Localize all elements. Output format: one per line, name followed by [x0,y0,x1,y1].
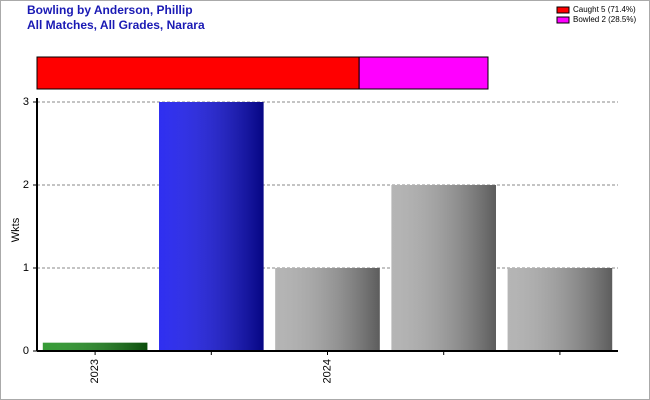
y-tick-label: 1 [23,262,29,274]
y-tick-label: 0 [23,345,29,357]
bar-shade [507,268,613,351]
legend-label: Caught 5 (71.4%) [573,5,636,14]
legend-swatch [556,16,570,24]
x-tick-label: 2024 [321,359,333,383]
bar-shade [391,185,496,351]
y-tick-label: 3 [23,96,29,108]
y-axis-label: Wkts [10,217,22,242]
chart-subtitle: All Matches, All Grades, Narara [27,18,205,32]
y-tick-label: 2 [23,179,29,191]
stacked-segment [358,56,489,90]
legend-label: Bowled 2 (28.5%) [573,15,636,24]
bar-shade [42,342,148,351]
x-tick-label: 2023 [89,359,101,383]
legend-swatch [556,6,570,14]
stacked-segment [36,56,360,90]
bar-shade [159,102,264,351]
bar-shade [275,268,380,351]
chart-title: Bowling by Anderson, Phillip [27,3,193,17]
